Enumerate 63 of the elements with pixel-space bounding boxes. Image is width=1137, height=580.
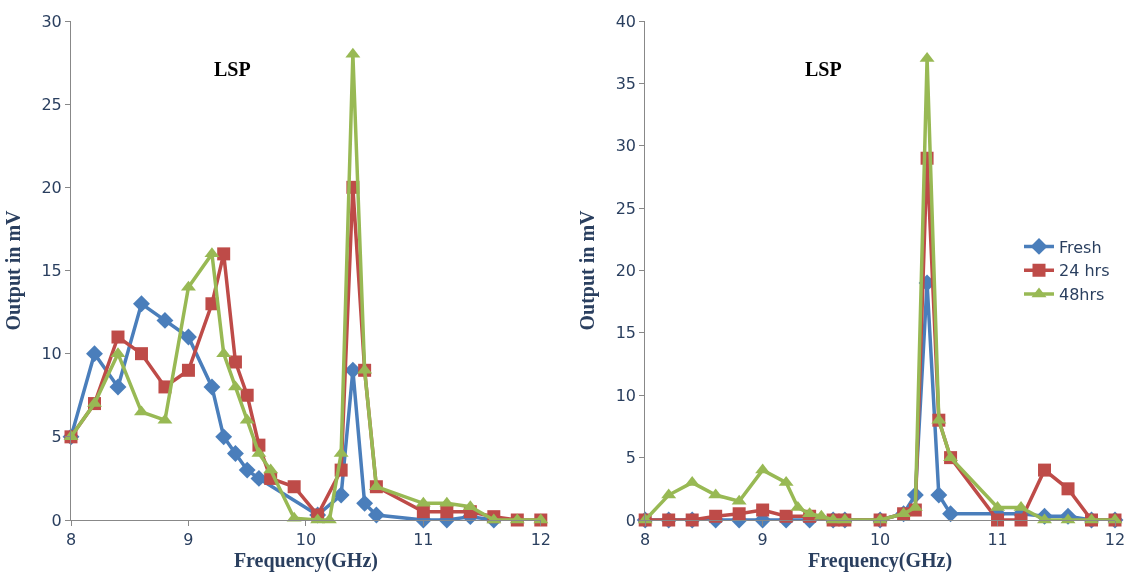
point (226, 445, 244, 462)
point (709, 509, 723, 523)
y-tick-label: 30 (41, 11, 62, 31)
y-tick-label: 20 (615, 261, 636, 281)
text: LSP (214, 58, 251, 80)
point (134, 347, 148, 361)
x-axis-title: Frequency(GHz) (808, 549, 953, 573)
y-tick-label: 0 (625, 510, 636, 530)
x-tick-label: 9 (757, 530, 768, 550)
y-tick-label: 20 (41, 177, 62, 197)
legend-label: 48hrs (1059, 285, 1105, 305)
point (991, 513, 1005, 527)
point (203, 378, 221, 396)
y-tick-label: 10 (41, 344, 62, 364)
y-tick-label: 40 (615, 11, 636, 31)
y-tick-label: 35 (615, 73, 636, 93)
point (942, 505, 960, 523)
y-tick-label: 5 (625, 448, 636, 468)
point (111, 330, 125, 344)
point (228, 355, 242, 369)
point (779, 509, 793, 523)
x-axis-title: Frequency(GHz) (233, 549, 378, 573)
point (180, 328, 197, 346)
legend-label: 24 hrs (1059, 261, 1110, 281)
point (287, 480, 301, 494)
y-tick-label: 30 (615, 136, 636, 156)
x-tick-label: 12 (530, 530, 551, 550)
x-tick-label: 11 (987, 530, 1008, 550)
x-tick-label: 11 (413, 530, 434, 550)
x-tick-label: 9 (183, 530, 194, 550)
y-tick-label: 25 (41, 94, 62, 114)
point (1014, 513, 1028, 527)
x-tick-label: 12 (1104, 530, 1126, 550)
point (240, 388, 254, 402)
y-tick-label: 25 (615, 198, 636, 218)
x-tick-label: 8 (65, 530, 77, 550)
point (133, 295, 150, 313)
point (930, 486, 948, 504)
y-axis-title: Output in mV (1, 209, 25, 331)
point (86, 345, 103, 363)
point (756, 503, 770, 517)
text: LSP (805, 58, 842, 80)
y-tick-label: 10 (615, 385, 636, 405)
y-tick-label: 15 (41, 261, 62, 281)
point (732, 507, 746, 521)
y-tick-label: 5 (51, 427, 62, 447)
point (215, 428, 233, 446)
point (356, 494, 374, 512)
point (156, 311, 174, 329)
x-tick-label: 10 (869, 530, 891, 550)
y-axis-title: Output in mV (576, 209, 600, 331)
x-tick-label: 10 (295, 530, 317, 550)
y-tick-label: 15 (615, 323, 636, 343)
y-tick-label: 0 (51, 510, 62, 530)
point (238, 461, 256, 479)
point (367, 506, 385, 524)
point (217, 247, 231, 261)
point (109, 378, 127, 396)
legend-label: Fresh (1059, 237, 1102, 257)
point (181, 363, 195, 377)
point (1061, 482, 1075, 496)
point (1038, 463, 1052, 477)
x-tick-label: 8 (640, 530, 651, 550)
